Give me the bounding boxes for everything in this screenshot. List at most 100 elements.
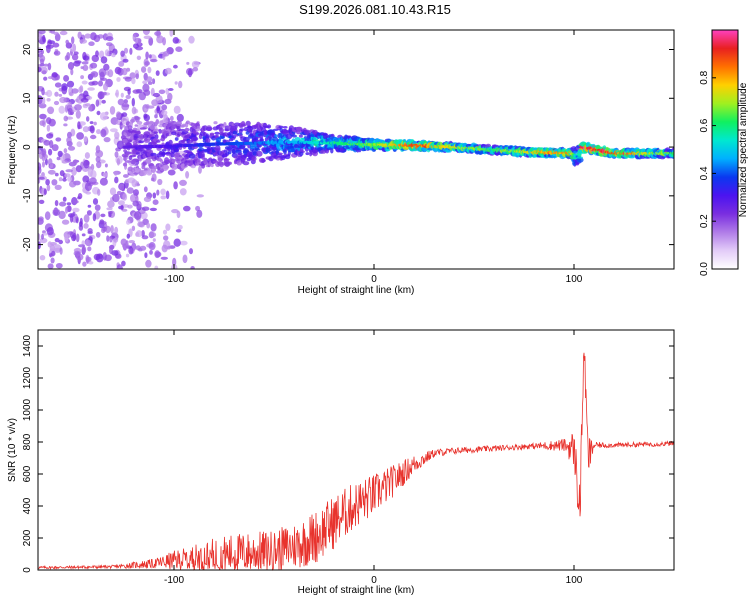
spectrogram-noise-blob: [89, 125, 95, 134]
spectrogram-noise-blob: [97, 188, 101, 196]
spectrogram-ridge-blob: [205, 133, 209, 138]
spectrogram-x-ticks: -100 0 100: [164, 30, 583, 285]
spectrogram-ridge-blob: [196, 125, 201, 129]
spectrogram-noise-blob: [120, 50, 125, 57]
spectrogram-noise-blob: [69, 180, 77, 188]
spectrogram-noise-blob: [132, 200, 139, 207]
spectrogram-noise-blob: [78, 244, 86, 248]
spectrogram-noise-blob: [80, 75, 84, 80]
spectrogram-noise-blob: [63, 148, 68, 154]
spectrogram-noise-blob: [105, 225, 111, 234]
spectrogram-noise-blob: [81, 233, 86, 237]
spectrogram-ridge-blob: [165, 151, 171, 155]
spectrogram-noise-blob: [43, 139, 51, 146]
spectrogram-noise-blob: [167, 245, 171, 250]
spectrogram-noise-blob: [53, 31, 59, 36]
spectrogram-ridge-blob: [299, 151, 304, 156]
spectrogram-noise-blob: [135, 46, 144, 51]
spectrogram-noise-blob: [124, 76, 132, 82]
spectrogram-ridge-blob: [305, 152, 310, 156]
spectrogram-ridge-blob: [330, 147, 334, 154]
spectrogram-noise-blob: [85, 239, 92, 247]
snr-y-tick-label: 1000: [22, 398, 33, 421]
spectrogram-ridge-blob: [160, 167, 164, 172]
spectrogram-noise-blob: [154, 250, 161, 259]
spectrogram-noise-blob: [38, 103, 47, 109]
spectrogram-noise-blob: [92, 213, 97, 222]
spectrogram-noise-blob: [125, 178, 129, 184]
spectrogram-noise-blob: [81, 80, 88, 85]
spectrogram-noise-blob: [96, 110, 101, 116]
spectrogram-noise-blob: [162, 37, 167, 46]
spectrogram-noise-blob: [67, 101, 73, 110]
snr-y-tick-label: 0: [22, 567, 33, 573]
spectrogram-noise-blob: [186, 61, 190, 65]
spectrogram-noise-blob: [192, 67, 199, 72]
spectrogram-ridge-blob: [227, 150, 232, 155]
spectrogram-noise-blob: [67, 176, 73, 182]
spectrogram-noise-blob: [101, 99, 106, 104]
spectrogram-noise-blob: [136, 230, 142, 238]
snr-y-tick-label: 800: [22, 433, 33, 450]
spectrogram-noise-blob: [44, 211, 51, 221]
spectrogram-noise-blob: [134, 211, 142, 220]
spectrogram-noise-blob: [99, 221, 107, 225]
spectrogram-ridge-blob: [145, 158, 152, 164]
spectrogram-noise-blob: [126, 187, 134, 194]
spectrogram-noise-blob: [103, 63, 110, 71]
spectrogram-ridge-blob: [240, 123, 247, 127]
spectrogram-ridge-blob: [205, 137, 211, 143]
spectrogram-noise-blob: [75, 233, 80, 243]
spectrogram-noise-blob: [49, 253, 53, 257]
spectrogram-noise-blob: [54, 33, 61, 42]
spectrogram-noise-blob: [122, 193, 128, 201]
spectrogram-noise-blob: [63, 115, 69, 122]
spectrogram-ridge-blob: [134, 124, 139, 127]
spectrogram-noise-blob: [46, 117, 52, 125]
spectrogram-ridge-blob: [183, 164, 188, 168]
spectrogram-noise-blob: [92, 198, 99, 205]
spectrogram-noise-blob: [76, 253, 84, 261]
spectrogram-noise-blob: [129, 72, 136, 79]
spectrogram-ridge-blob: [227, 161, 232, 165]
spectrogram-noise-blob: [109, 187, 117, 196]
spectrogram-ridge-blob: [266, 148, 273, 152]
spectrogram-noise-blob: [122, 58, 129, 63]
spectrogram-noise-blob: [48, 148, 53, 156]
spectrogram-noise-blob: [80, 97, 89, 103]
spectrogram-noise-blob: [47, 241, 52, 248]
spectrogram-ridge-blob: [249, 145, 256, 150]
spectrogram-noise-blob: [38, 241, 41, 249]
spectrogram-noise-blob: [71, 166, 77, 176]
spectrogram-ridge-blob: [576, 156, 583, 159]
spectrogram-noise-blob: [163, 235, 169, 241]
spectrogram-noise-blob: [150, 232, 157, 238]
spectrogram-noise-blob: [67, 205, 72, 212]
spectrogram-noise-blob: [84, 182, 92, 191]
spectrogram-noise-blob: [116, 264, 123, 269]
spectrogram-noise-blob: [78, 221, 83, 227]
spectrogram-noise-blob: [152, 199, 159, 205]
spectrogram-ridge-blob: [259, 137, 264, 142]
spectrogram-noise-blob: [39, 113, 47, 120]
spectrogram-ridge-blob: [231, 135, 237, 139]
spectrogram-noise-blob: [127, 88, 131, 95]
spectrogram-ridge-blob: [178, 128, 186, 132]
spectrogram-noise-blob: [129, 47, 133, 55]
spectrogram-noise-blob: [152, 192, 157, 199]
spectrogram-noise-blob: [86, 210, 92, 216]
spectrogram-noise-blob: [114, 226, 119, 234]
spectrogram-noise-blob: [64, 55, 69, 61]
colorbar-tick-label: 0.8: [699, 70, 710, 84]
spectrogram-ridge-blob: [153, 128, 160, 132]
spectrogram-noise-blob: [131, 97, 135, 107]
spectrogram-noise-blob: [76, 132, 84, 140]
spectrogram-noise-blob: [180, 240, 188, 246]
spectrogram-noise-blob: [110, 128, 118, 133]
snr-series-line: [37, 352, 675, 571]
spectrogram-noise-blob: [117, 98, 125, 106]
spectrogram-noise-blob: [165, 223, 171, 231]
spectrogram-noise-blob: [156, 35, 164, 44]
spectrogram-noise-blob: [61, 83, 68, 91]
spectrogram-noise-blob: [47, 62, 52, 71]
